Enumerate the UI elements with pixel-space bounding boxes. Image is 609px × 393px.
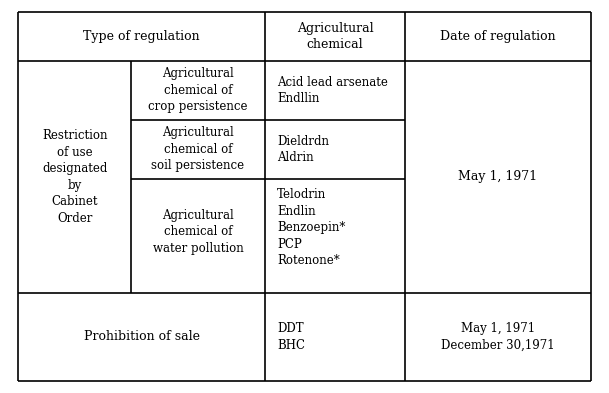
Text: Agricultural
chemical of
water pollution: Agricultural chemical of water pollution [152,209,244,255]
Text: Restriction
of use
designated
by
Cabinet
Order: Restriction of use designated by Cabinet… [42,129,107,225]
Text: Telodrin
Endlin
Benzoepin*
PCP
Rotenone*: Telodrin Endlin Benzoepin* PCP Rotenone* [277,188,345,268]
Text: Agricultural
chemical of
crop persistence: Agricultural chemical of crop persistenc… [148,67,248,114]
Text: Date of regulation: Date of regulation [440,30,555,43]
Text: Agricultural
chemical of
soil persistence: Agricultural chemical of soil persistenc… [152,126,244,173]
Text: Agricultural
chemical: Agricultural chemical [297,22,373,51]
Text: Dieldrdn
Aldrin: Dieldrdn Aldrin [277,134,329,164]
Text: DDT
BHC: DDT BHC [277,322,305,352]
Text: Prohibition of sale: Prohibition of sale [83,331,200,343]
Text: Acid lead arsenate
Endllin: Acid lead arsenate Endllin [277,75,388,105]
Text: May 1, 1971
December 30,1971: May 1, 1971 December 30,1971 [441,322,555,352]
Text: May 1, 1971: May 1, 1971 [459,170,537,184]
Text: Type of regulation: Type of regulation [83,30,200,43]
